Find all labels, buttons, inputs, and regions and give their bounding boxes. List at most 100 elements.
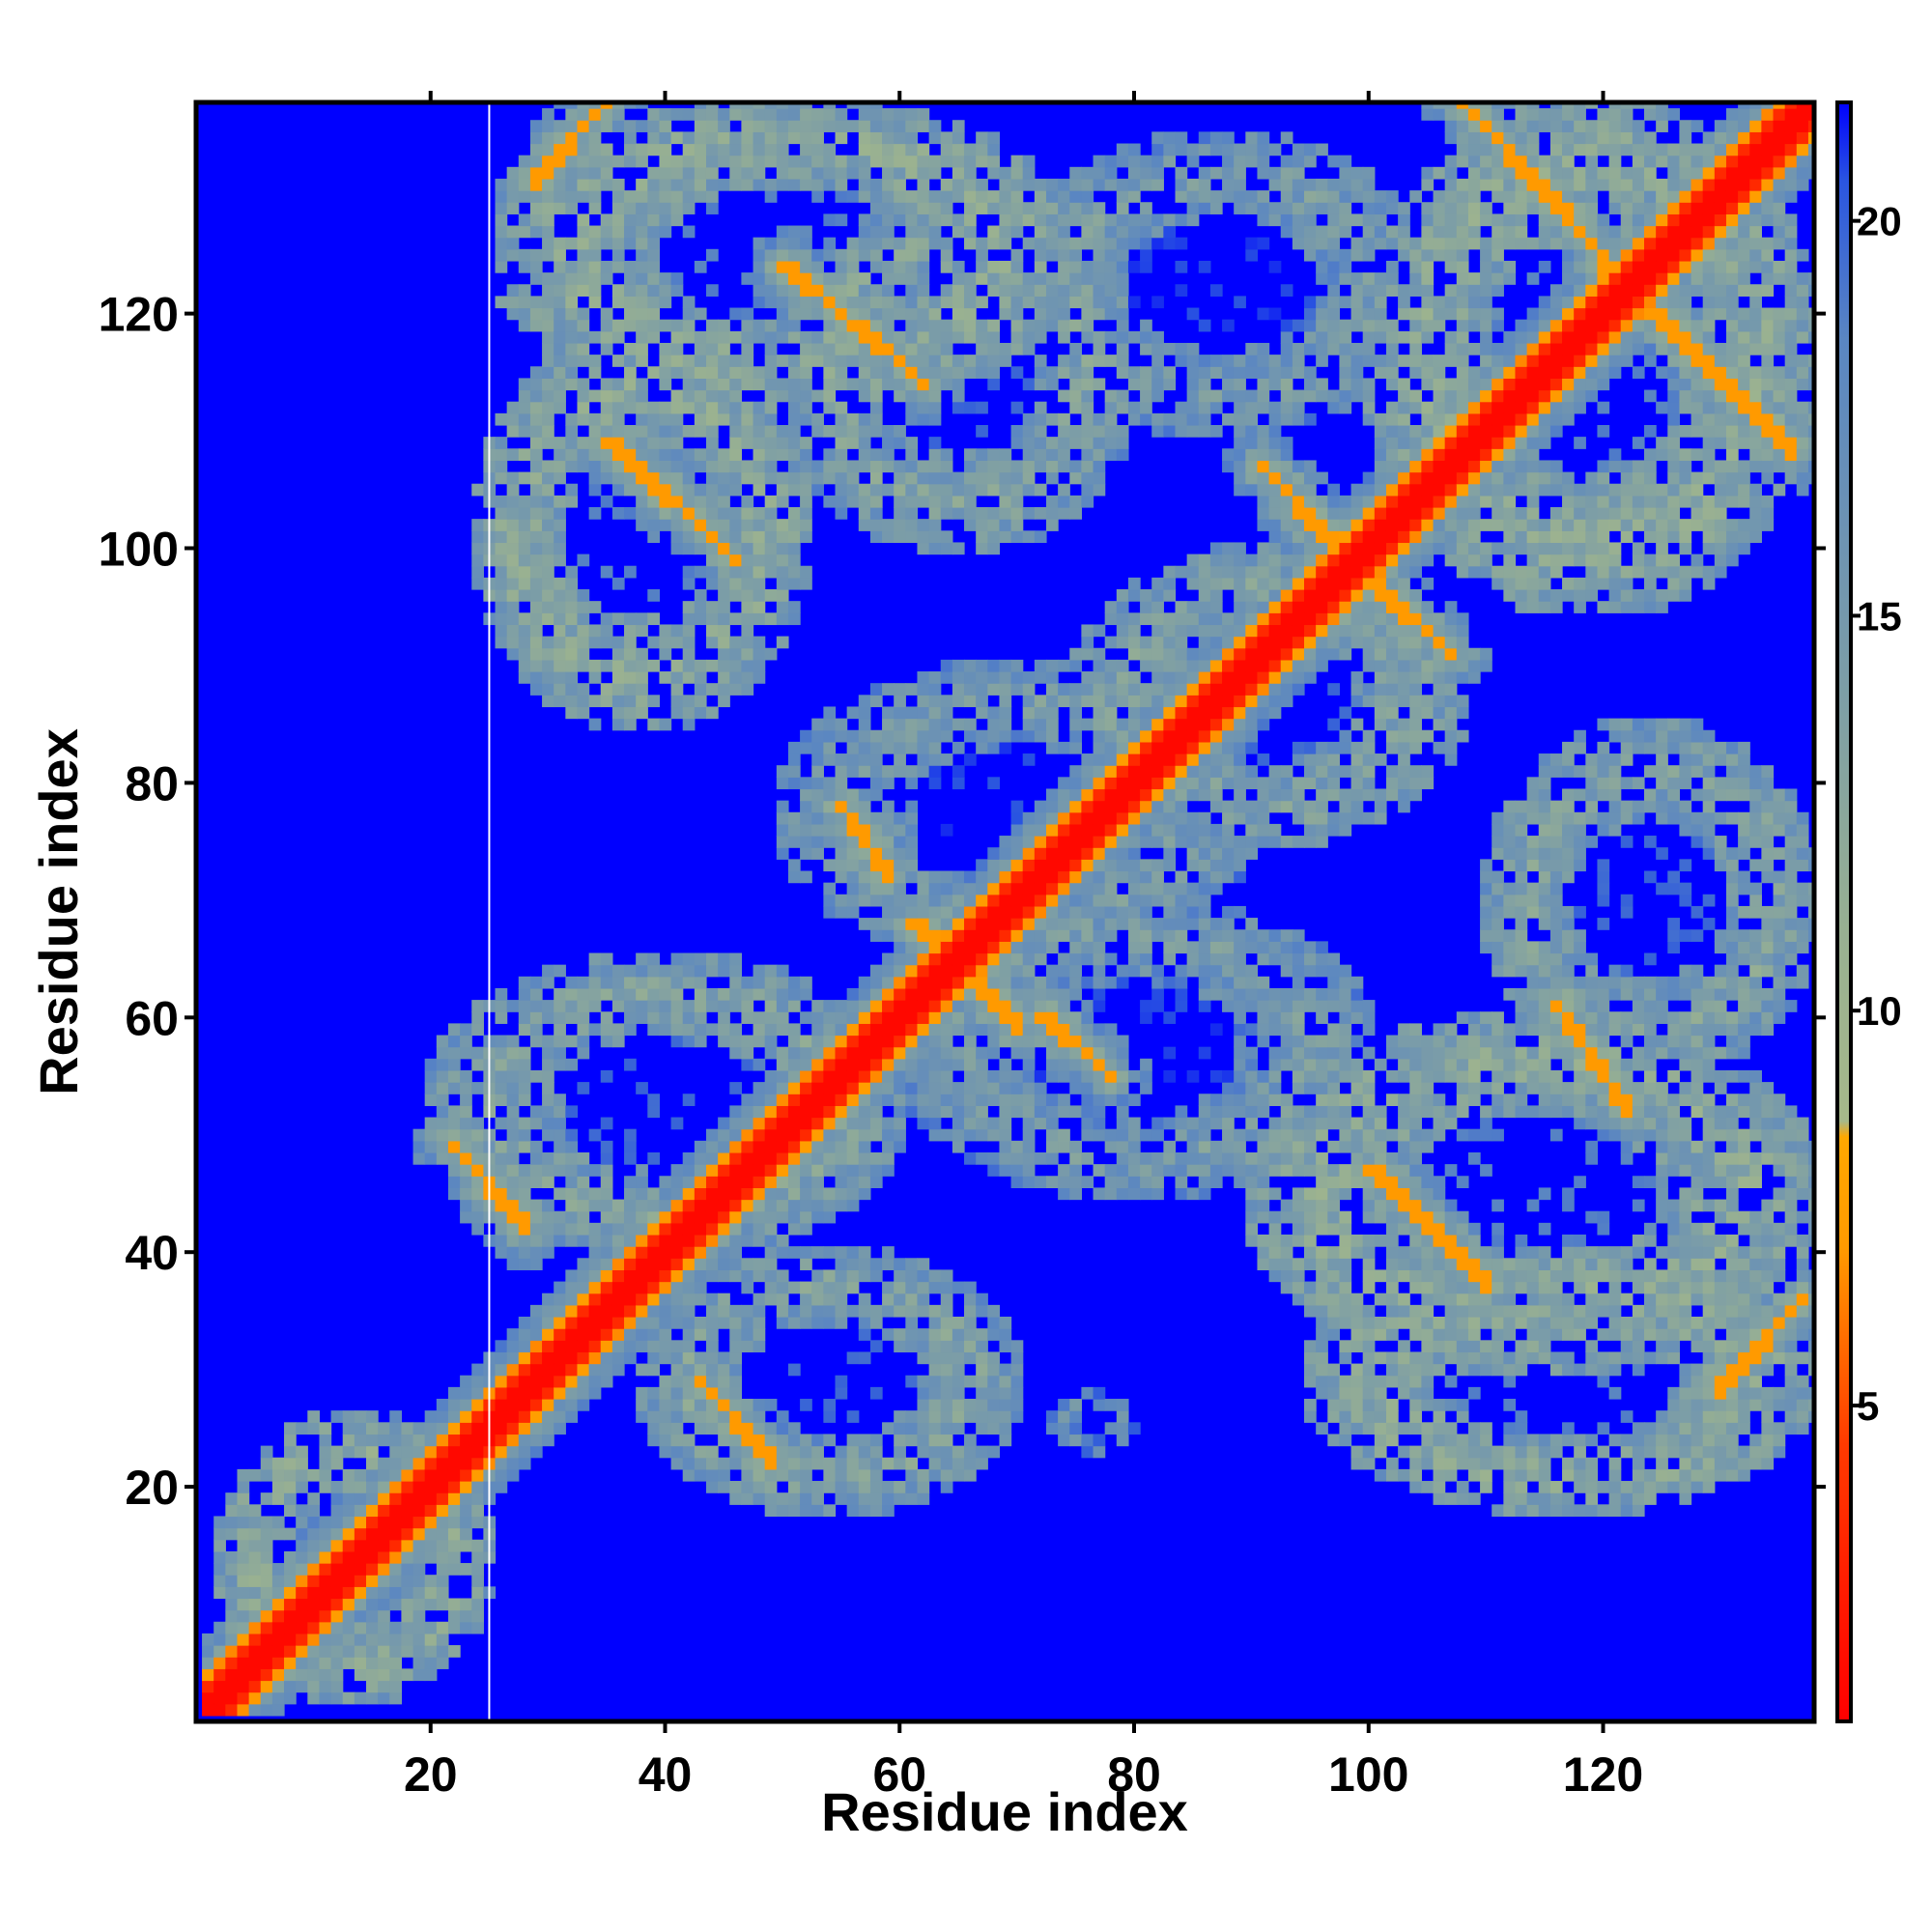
heatmap-cell [858,155,871,168]
heatmap-cell [764,1422,778,1435]
heatmap-cell [659,437,672,449]
heatmap-cell [1186,612,1200,626]
heatmap-cell [565,1293,579,1306]
heatmap-cell [213,1516,226,1529]
heatmap-cell [260,1550,273,1564]
heatmap-cell [858,1082,871,1094]
heatmap-cell [460,1621,472,1634]
heatmap-cell [271,1563,285,1576]
heatmap-cell [741,601,754,613]
heatmap-cell [776,108,789,121]
heatmap-cell [248,1539,262,1552]
heatmap-cell [800,330,812,344]
heatmap-cell [378,1516,390,1529]
heatmap-cell [835,1069,848,1083]
heatmap-cell [577,225,590,239]
heatmap-cell [1151,355,1164,367]
heatmap-cell [823,1246,837,1259]
heatmap-cell [787,976,801,989]
heatmap-cell [1198,1094,1211,1106]
heatmap-cell [577,1234,590,1247]
heatmap-cell [495,1234,508,1247]
heatmap-cell [260,1645,273,1658]
heatmap-cell [1116,1410,1129,1423]
heatmap-cell [869,248,883,262]
heatmap-cell [1175,237,1188,250]
heatmap-cell [964,1281,977,1294]
heatmap-cell [1104,601,1118,613]
heatmap-cell [271,1492,285,1505]
heatmap-cell [1081,905,1094,919]
heatmap-cell [1222,1105,1235,1119]
heatmap-cell [647,1410,661,1423]
heatmap-cell [1127,941,1141,954]
heatmap-cell [776,1317,789,1329]
heatmap-cell [542,1128,554,1142]
heatmap-cell [1022,378,1036,391]
heatmap-cell [705,1210,719,1224]
heatmap-cell [565,237,579,250]
heatmap-cell [705,1164,719,1177]
heatmap-cell [846,424,860,438]
heatmap-cell [682,355,696,367]
heatmap-cell [647,166,661,180]
heatmap-cell [1116,178,1129,191]
heatmap-cell [729,1317,742,1329]
heatmap-cell [894,1069,906,1083]
heatmap-cell [506,1222,520,1236]
heatmap-cell [588,1164,602,1177]
heatmap-cell [882,1035,895,1048]
heatmap-cell [741,1222,754,1236]
heatmap-cell [787,601,801,613]
heatmap-cell [1116,1176,1129,1188]
heatmap-cell [753,1117,766,1130]
heatmap-cell [764,1117,778,1130]
heatmap-cell [600,155,613,168]
heatmap-cell [1104,870,1118,884]
heatmap-cell [940,1094,953,1106]
heatmap-cell [1222,777,1235,790]
heatmap-cell [378,1633,390,1646]
heatmap-cell [718,401,730,414]
heatmap-cell [670,412,684,426]
heatmap-cell [1093,225,1106,239]
heatmap-cell [764,120,778,132]
heatmap-cell [1010,272,1024,285]
heatmap-cell [447,1504,461,1518]
heatmap-cell [1022,1140,1036,1153]
heatmap-cell [412,1598,426,1611]
heatmap-cell [800,437,812,449]
heatmap-cell [1116,260,1129,273]
heatmap-cell [624,976,637,989]
heatmap-cell [999,1164,1012,1177]
heatmap-cell [647,612,661,626]
heatmap-cell [1186,964,1200,978]
heatmap-cell [1069,964,1082,978]
heatmap-cell [401,1668,414,1682]
heatmap-cell [787,870,801,884]
heatmap-cell [647,460,661,473]
heatmap-cell [1104,952,1118,966]
heatmap-cell [729,412,742,426]
heatmap-cell [753,1340,766,1353]
heatmap-cell [600,1234,613,1247]
heatmap-cell [882,330,895,344]
heatmap-cell [1034,330,1047,344]
heatmap-cell [835,213,848,227]
heatmap-cell [1069,718,1082,731]
heatmap-cell [213,1657,226,1669]
heatmap-cell [330,1680,344,1693]
heatmap-cell [1058,366,1070,379]
heatmap-cell [835,178,848,191]
heatmap-cell [495,190,508,203]
heatmap-cell [542,1164,554,1177]
heatmap-cell [729,1035,742,1048]
heatmap-cell [858,1504,871,1518]
heatmap-cell [1163,659,1177,672]
heatmap-cell [542,1399,554,1411]
heatmap-cell [846,296,860,309]
heatmap-cell [636,1258,648,1271]
heatmap-cell [588,412,602,426]
heatmap-cell [1010,800,1024,813]
heatmap-cell [694,1000,707,1012]
